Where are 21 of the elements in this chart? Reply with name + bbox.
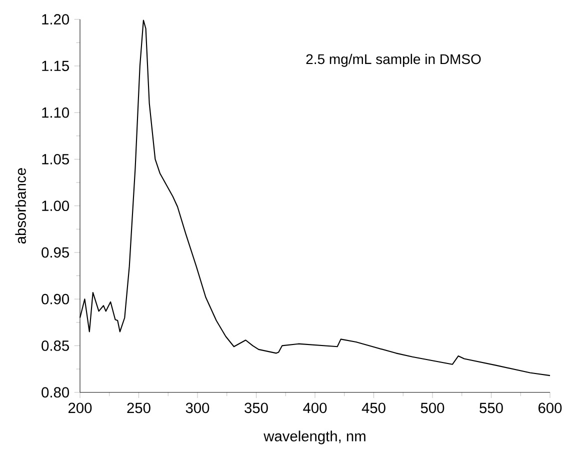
x-tick-label: 600	[538, 402, 562, 414]
y-tick-label: 1.00	[42, 200, 70, 212]
x-tick-label: 400	[303, 402, 327, 414]
x-tick-label: 550	[480, 402, 503, 414]
x-axis-title: wavelength, nm	[264, 430, 366, 444]
y-tick-label: 0.90	[42, 294, 70, 304]
y-tick-label: 0.80	[42, 387, 70, 398]
y-tick-label: 0.95	[42, 247, 69, 258]
x-tick-label: 500	[420, 402, 444, 414]
y-tick-label: 1.15	[42, 60, 69, 72]
y-tick-label: 1.10	[42, 107, 70, 118]
x-tick-label: 350	[244, 402, 268, 414]
x-tick-label: 250	[127, 402, 150, 414]
x-tick-label: 200	[68, 402, 92, 414]
y-axis-title: absorbance	[15, 168, 26, 244]
y-tick-label: 0.85	[42, 340, 69, 351]
y-tick-label: 1.20	[42, 14, 70, 25]
annotation: 2.5 mg/mL sample in DMSO	[306, 54, 481, 67]
x-tick-label: 450	[362, 402, 386, 414]
x-tick-label: 300	[186, 402, 210, 414]
y-tick-label: 1.05	[42, 154, 69, 164]
